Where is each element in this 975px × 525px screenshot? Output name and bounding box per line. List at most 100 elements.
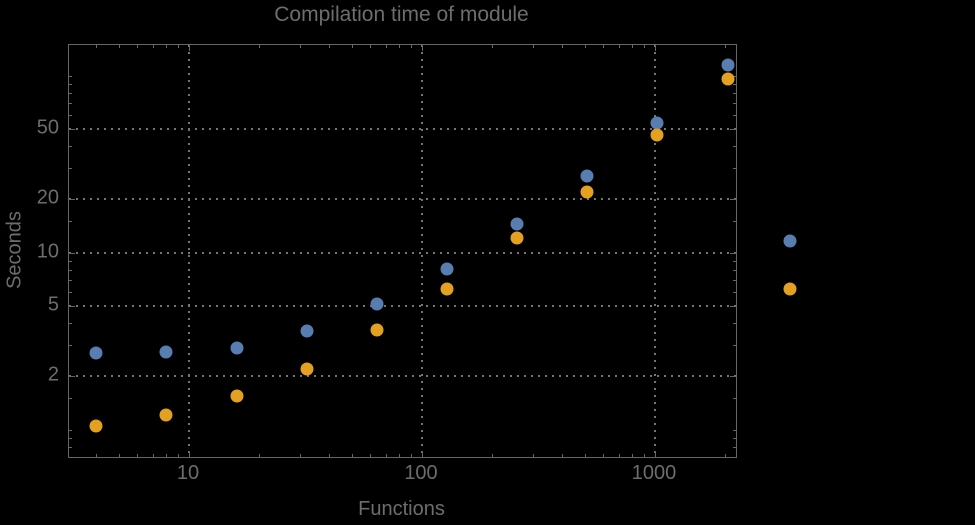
x-tick-minor bbox=[351, 45, 353, 48]
data-point-series-1-blue-x32 bbox=[300, 324, 314, 338]
y-tick-minor bbox=[69, 260, 72, 262]
data-point-series-2-orange-x2048 bbox=[721, 72, 735, 86]
y-tick-minor bbox=[69, 398, 72, 400]
gridline-y-2 bbox=[69, 375, 736, 378]
x-tick-minor bbox=[725, 45, 727, 48]
y-tick-minor bbox=[733, 291, 736, 293]
x-tick-minor bbox=[152, 454, 154, 457]
x-tick-minor bbox=[178, 45, 180, 48]
data-point-series-2-orange-x512 bbox=[580, 185, 594, 199]
gridline-y-5 bbox=[69, 304, 736, 307]
x-tick-minor bbox=[259, 454, 261, 457]
data-point-series-2-orange-x64 bbox=[370, 323, 384, 337]
x-tick-minor bbox=[351, 454, 353, 457]
x-tick-minor bbox=[632, 45, 634, 48]
x-tick-label-100: 100 bbox=[404, 462, 438, 484]
x-tick-minor bbox=[118, 454, 120, 457]
y-tick-label-20: 20 bbox=[36, 186, 59, 209]
y-tick-major bbox=[69, 128, 75, 130]
y-tick-minor bbox=[69, 429, 72, 431]
data-point-series-1-blue-x1024 bbox=[650, 116, 664, 130]
y-tick-minor bbox=[69, 322, 72, 324]
y-axis-label: Seconds bbox=[3, 211, 26, 289]
y-tick-major bbox=[730, 128, 736, 130]
y-tick-minor bbox=[733, 114, 736, 116]
data-point-series-1-blue-x256 bbox=[510, 217, 524, 231]
y-tick-minor bbox=[733, 398, 736, 400]
y-tick-major bbox=[69, 305, 75, 307]
data-point-series-2-orange-x256 bbox=[510, 231, 524, 245]
y-tick-minor bbox=[69, 75, 72, 77]
x-tick-minor bbox=[562, 454, 564, 457]
y-tick-minor bbox=[69, 221, 72, 223]
x-axis-label: Functions bbox=[358, 498, 445, 520]
y-tick-minor bbox=[733, 221, 736, 223]
x-tick-major bbox=[655, 451, 656, 457]
x-tick-minor bbox=[329, 45, 331, 48]
y-tick-minor bbox=[69, 437, 72, 439]
x-tick-minor bbox=[533, 454, 535, 457]
legend-marker-series1 bbox=[783, 234, 797, 248]
y-tick-minor bbox=[733, 429, 736, 431]
plot-area bbox=[68, 44, 737, 458]
data-point-series-1-blue-x16 bbox=[230, 341, 244, 355]
y-tick-minor bbox=[733, 145, 736, 147]
y-tick-major bbox=[69, 252, 75, 254]
x-tick-minor bbox=[411, 45, 413, 48]
x-tick-minor bbox=[603, 454, 605, 457]
y-tick-minor bbox=[733, 260, 736, 262]
x-tick-minor bbox=[584, 45, 586, 48]
x-tick-minor bbox=[300, 454, 302, 457]
y-tick-minor bbox=[69, 446, 72, 448]
x-tick-major bbox=[422, 451, 423, 457]
data-point-series-2-orange-x16 bbox=[230, 389, 244, 403]
y-tick-label-5: 5 bbox=[47, 293, 59, 316]
chart-title: Compilation time of module bbox=[274, 3, 529, 26]
x-tick-major bbox=[189, 45, 190, 51]
x-tick-minor bbox=[632, 454, 634, 457]
x-tick-minor bbox=[644, 45, 646, 48]
x-tick-minor bbox=[370, 454, 372, 457]
gridline-y-50 bbox=[69, 127, 736, 130]
gridline-x-100 bbox=[421, 45, 423, 457]
x-tick-major bbox=[189, 451, 190, 457]
y-tick-major bbox=[69, 376, 75, 378]
data-point-series-1-blue-x4 bbox=[89, 346, 103, 360]
y-tick-minor bbox=[733, 446, 736, 448]
y-tick-major bbox=[730, 305, 736, 307]
x-tick-minor bbox=[166, 454, 168, 457]
x-tick-major bbox=[655, 45, 656, 51]
y-tick-minor bbox=[69, 145, 72, 147]
y-tick-label-2: 2 bbox=[47, 363, 59, 386]
x-tick-minor bbox=[118, 45, 120, 48]
x-tick-minor bbox=[603, 45, 605, 48]
x-tick-minor bbox=[411, 454, 413, 457]
x-tick-minor bbox=[152, 45, 154, 48]
x-tick-minor bbox=[618, 454, 620, 457]
x-tick-minor bbox=[166, 45, 168, 48]
x-tick-minor bbox=[370, 45, 372, 48]
x-tick-minor bbox=[96, 454, 98, 457]
y-tick-minor bbox=[69, 269, 72, 271]
y-tick-minor bbox=[733, 345, 736, 347]
x-tick-major bbox=[422, 45, 423, 51]
y-tick-minor bbox=[733, 83, 736, 85]
x-tick-minor bbox=[399, 45, 401, 48]
x-tick-minor bbox=[385, 45, 387, 48]
data-point-series-2-orange-x8 bbox=[159, 408, 173, 422]
y-tick-minor bbox=[69, 92, 72, 94]
data-point-series-1-blue-x8 bbox=[159, 345, 173, 359]
y-tick-minor bbox=[69, 83, 72, 85]
x-tick-minor bbox=[644, 454, 646, 457]
y-tick-major bbox=[69, 199, 75, 201]
x-tick-minor bbox=[533, 45, 535, 48]
y-tick-minor bbox=[733, 269, 736, 271]
data-point-series-2-orange-x4 bbox=[89, 419, 103, 433]
y-tick-minor bbox=[69, 102, 72, 104]
y-tick-major bbox=[730, 252, 736, 254]
y-tick-minor bbox=[733, 75, 736, 77]
y-tick-minor bbox=[733, 168, 736, 170]
gridline-x-1000 bbox=[654, 45, 656, 457]
x-tick-label-10: 10 bbox=[176, 462, 200, 484]
